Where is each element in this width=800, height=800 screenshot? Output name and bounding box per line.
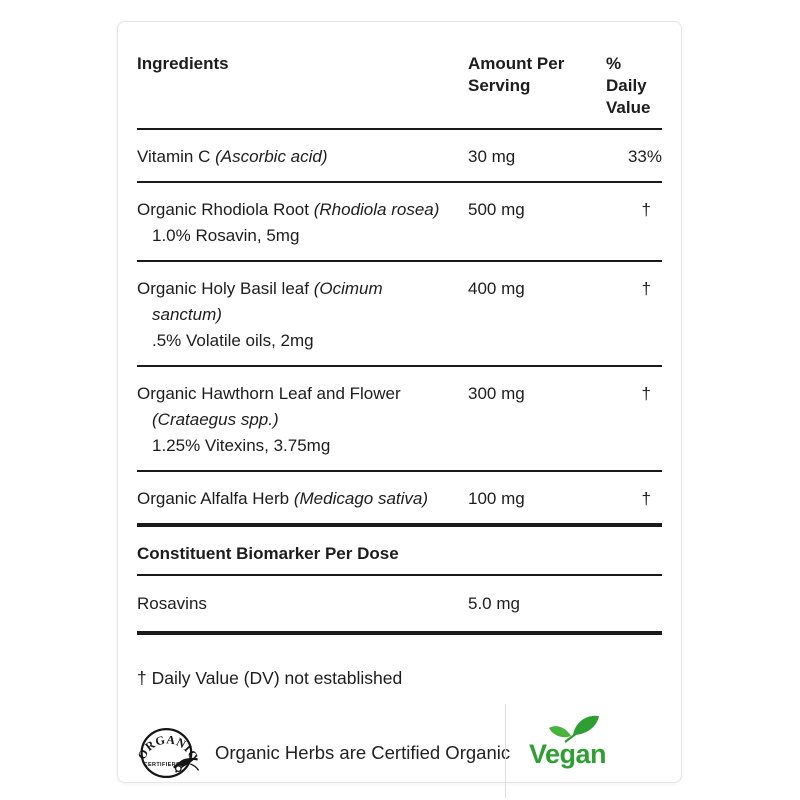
- ingredient-latin-name: (Ascorbic acid): [215, 147, 328, 166]
- certified-organic-text: Organic Herbs are Certified Organic: [215, 742, 511, 763]
- header-daily-value-label: % Daily Value: [606, 54, 651, 117]
- supplement-facts-card: Ingredients Amount Per Serving % Daily V…: [117, 21, 682, 798]
- footer-vertical-divider: [505, 704, 506, 798]
- ingredient-cell: Organic Rhodiola Root (Rhodiola rosea) 1.…: [137, 197, 468, 249]
- ingredient-name-line: Organic Alfalfa Herb (Medicago sativa): [137, 486, 468, 512]
- ingredient-constituent-line: .5% Volatile oils, 2mg: [152, 331, 314, 350]
- vegan-label: Vegan: [529, 739, 606, 769]
- daily-value-footnote: † Daily Value (DV) not established: [137, 668, 403, 688]
- header-amount-label: Amount Per Serving: [468, 54, 565, 95]
- amount-cell: 500 mg: [468, 200, 525, 219]
- ingredient-latin-name: (Crataegus spp.): [152, 410, 279, 429]
- ingredient-name-text: Organic Alfalfa Herb: [137, 489, 294, 508]
- daily-value-cell: †: [641, 489, 651, 508]
- amount-cell: 400 mg: [468, 279, 525, 298]
- section-header-constituent-biomarker: Constituent Biomarker Per Dose: [137, 527, 662, 576]
- ingredient-name-line: Organic Hawthorn Leaf and Flower: [137, 381, 468, 407]
- table-row: Organic Alfalfa Herb (Medicago sativa) 10…: [137, 472, 662, 527]
- biomarker-rows: Rosavins 5.0 mg: [137, 576, 662, 635]
- table-row: Vitamin C (Ascorbic acid) 30 mg 33%: [137, 130, 662, 183]
- amount-cell: 100 mg: [468, 489, 525, 508]
- ingredient-name-line: (Crataegus spp.): [137, 407, 468, 433]
- header-ingredients: Ingredients: [137, 54, 229, 73]
- header-daily-value: % Daily Value: [606, 53, 662, 119]
- amount-cell: 30 mg: [468, 147, 516, 166]
- table-header-row: Ingredients Amount Per Serving % Daily V…: [137, 53, 662, 130]
- svg-text:CERTIFIERS: CERTIFIERS: [144, 762, 180, 768]
- ingredient-name-line: Organic Holy Basil leaf (Ocimum: [137, 276, 468, 302]
- table-row: Organic Hawthorn Leaf and Flower (Crataeg…: [137, 367, 662, 472]
- ingredient-name-text: Organic Holy Basil leaf: [137, 279, 314, 298]
- ingredient-constituent-line: 1.0% Rosavin, 5mg: [152, 226, 300, 245]
- ingredient-name-text: Vitamin C: [137, 147, 216, 166]
- ingredient-constituent-line: 1.25% Vitexins, 3.75mg: [152, 436, 331, 455]
- ingredient-name-line: Organic Rhodiola Root (Rhodiola rosea): [137, 197, 468, 223]
- ingredient-cell: Organic Holy Basil leaf (Ocimum sanctum).…: [137, 276, 468, 354]
- ingredient-latin-name: sanctum): [152, 305, 222, 324]
- ingredient-rows: Vitamin C (Ascorbic acid) 30 mg 33% Organic…: [137, 130, 662, 527]
- ingredient-name-text: Organic Rhodiola Root: [137, 200, 314, 219]
- ingredient-name-line: sanctum): [137, 302, 468, 328]
- certification-footer: ORGANIC CERTIFIERS Organic Herbs are Cer…: [137, 704, 662, 798]
- vegan-logo-icon: Vegan: [529, 715, 607, 769]
- daily-value-cell: †: [641, 200, 651, 219]
- biomarker-daily-value-cell: [606, 591, 662, 617]
- daily-value-cell: 33%: [627, 147, 662, 166]
- ingredient-name-line: Vitamin C (Ascorbic acid): [137, 144, 468, 170]
- ingredient-cell: Organic Alfalfa Herb (Medicago sativa): [137, 486, 468, 512]
- ingredient-latin-name: (Ocimum: [313, 279, 383, 298]
- organic-certifiers-badge-icon: ORGANIC CERTIFIERS: [137, 728, 201, 778]
- biomarker-name-cell: Rosavins: [137, 594, 207, 613]
- table-row: Organic Holy Basil leaf (Ocimum sanctum).…: [137, 262, 662, 367]
- amount-cell: 300 mg: [468, 384, 525, 403]
- biomarker-row: Rosavins 5.0 mg: [137, 576, 662, 635]
- table-row: Organic Rhodiola Root (Rhodiola rosea) 1.…: [137, 183, 662, 262]
- ingredient-cell: Vitamin C (Ascorbic acid): [137, 144, 468, 170]
- daily-value-cell: †: [641, 384, 651, 403]
- header-amount-per-serving: Amount Per Serving: [468, 53, 606, 119]
- ingredient-name-text: Organic Hawthorn Leaf and Flower: [137, 384, 401, 403]
- biomarker-amount-cell: 5.0 mg: [468, 594, 520, 613]
- daily-value-cell: †: [641, 279, 651, 298]
- badge-plant-doodle-icon: [172, 754, 200, 773]
- ingredient-latin-name: (Rhodiola rosea): [313, 200, 440, 219]
- ingredient-cell: Organic Hawthorn Leaf and Flower (Crataeg…: [137, 381, 468, 459]
- ingredient-latin-name: (Medicago sativa): [293, 489, 429, 508]
